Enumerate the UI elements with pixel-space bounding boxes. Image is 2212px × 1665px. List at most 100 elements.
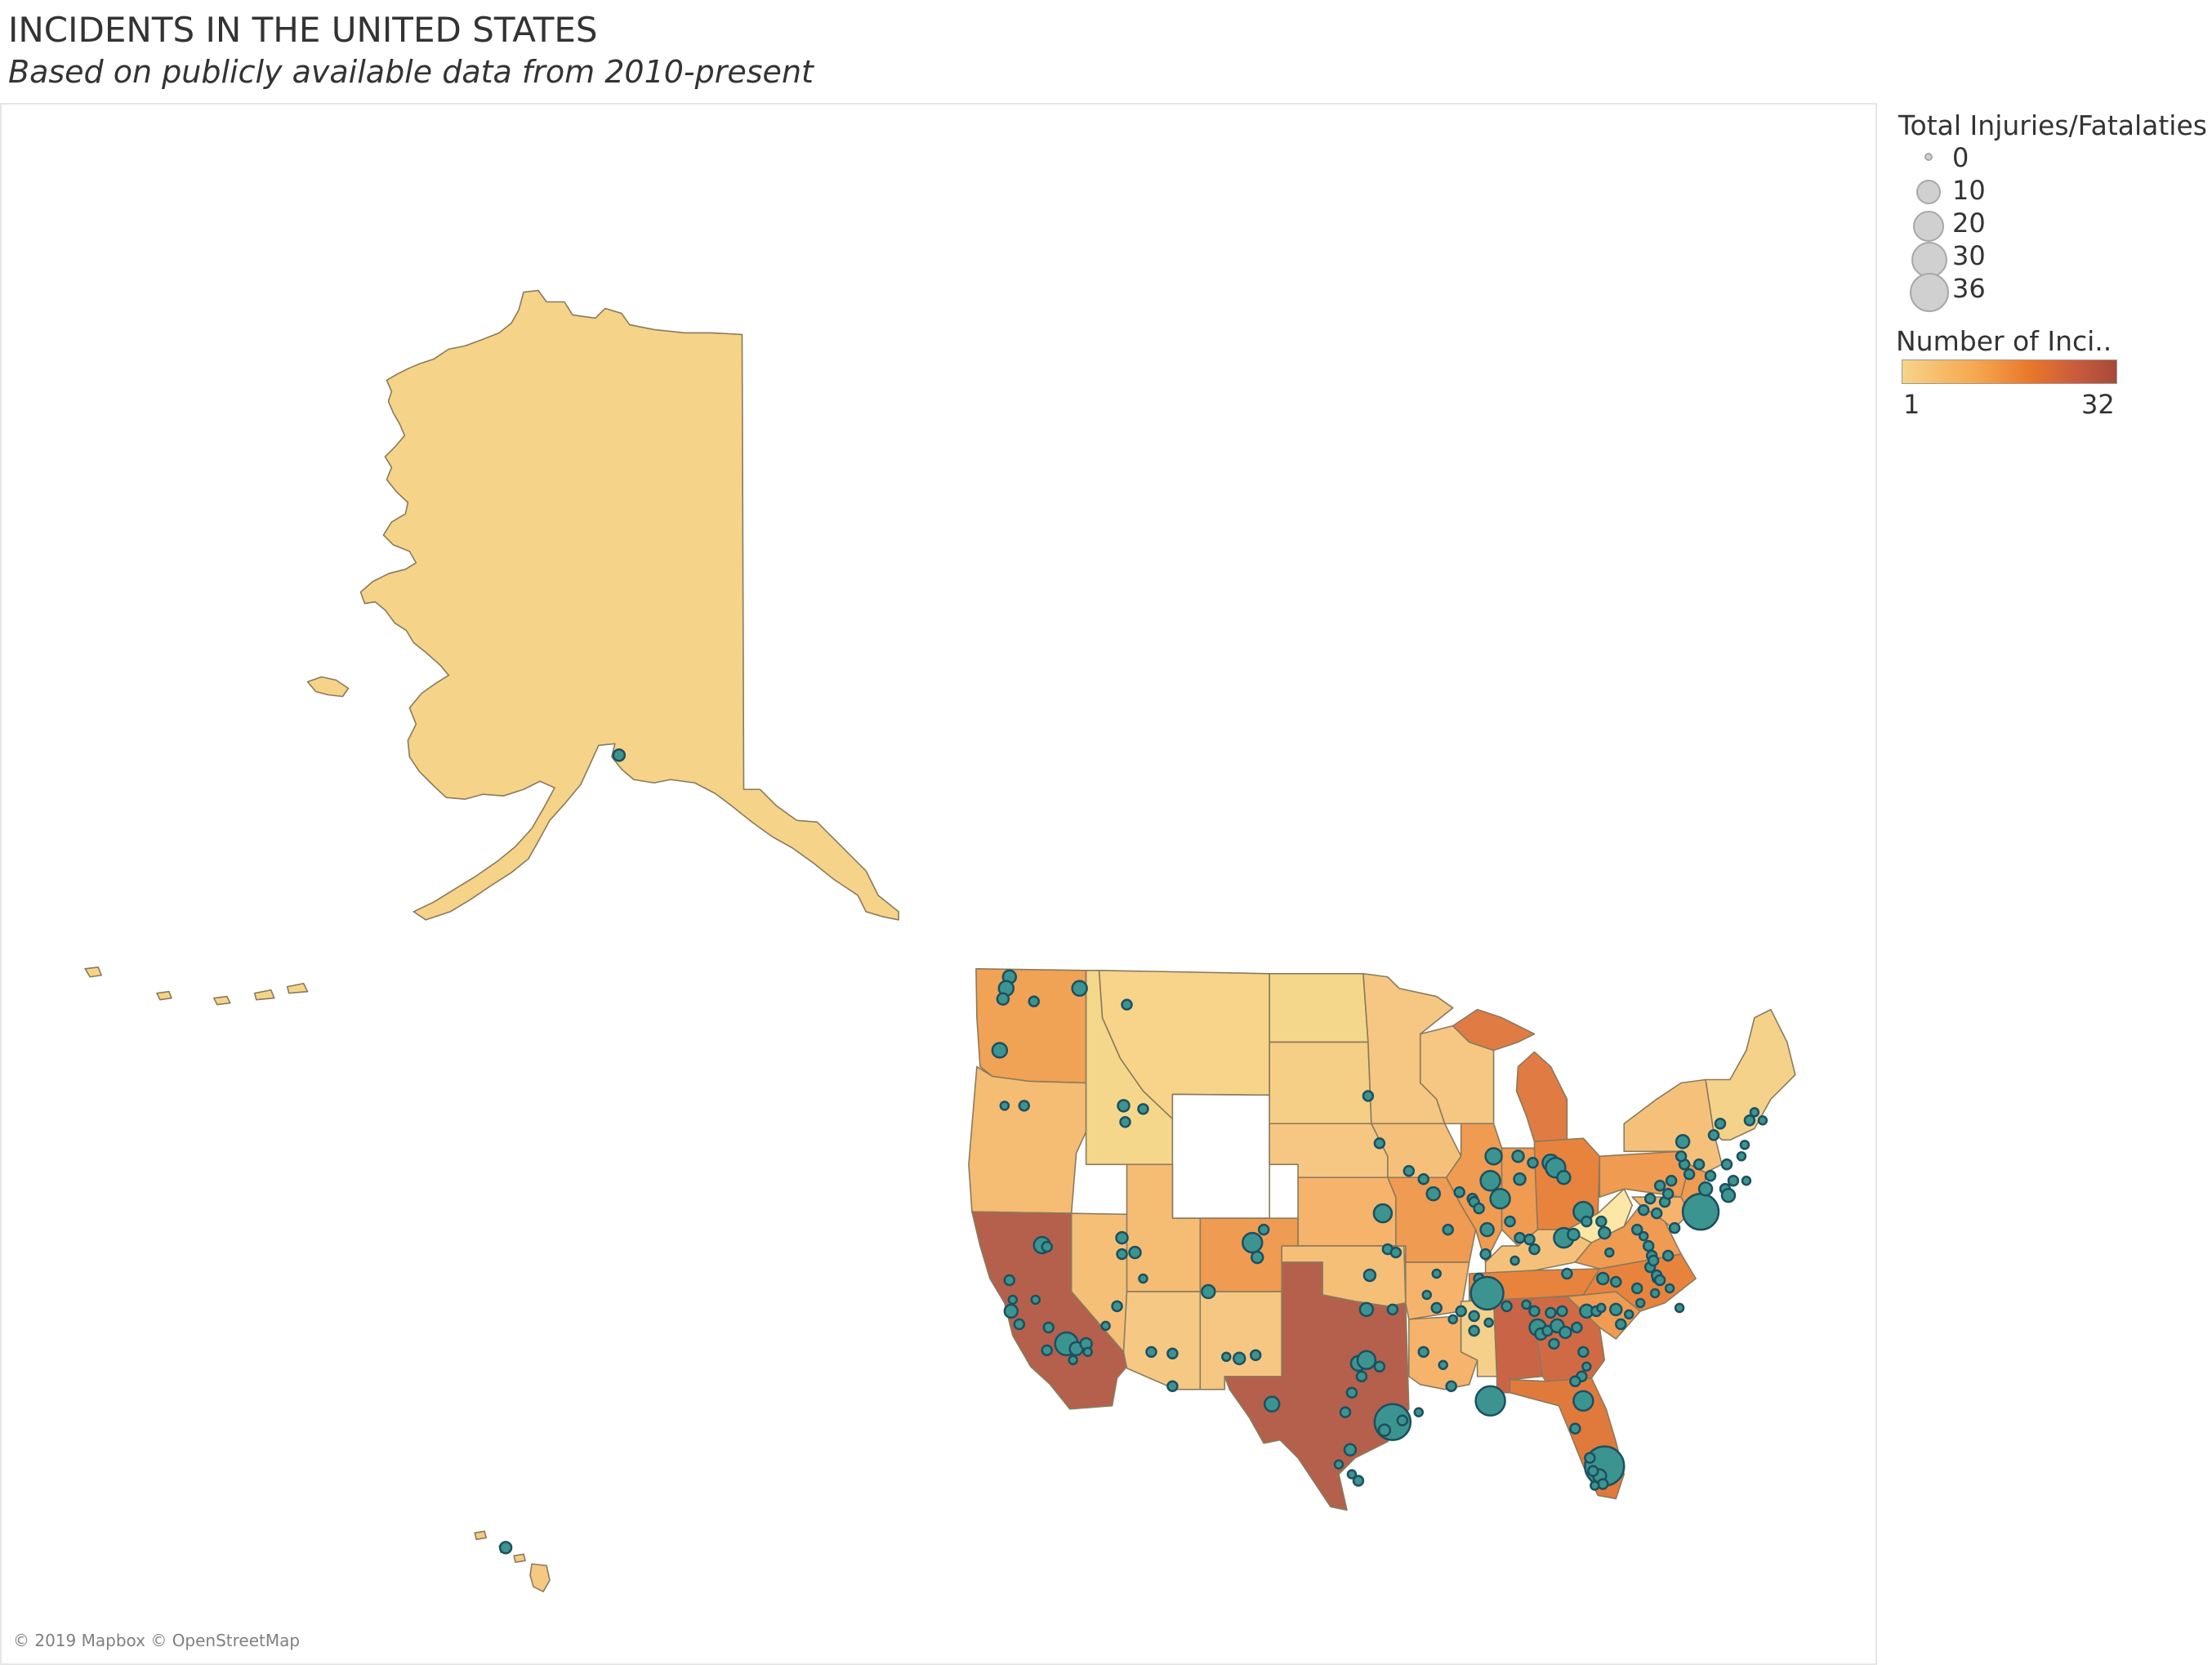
incident-marker[interactable] <box>1373 1137 1386 1149</box>
incident-marker[interactable] <box>1610 1275 1622 1288</box>
state-nebraska[interactable] <box>1269 1123 1389 1179</box>
incident-marker[interactable] <box>1042 1321 1055 1334</box>
incident-marker[interactable] <box>1637 1203 1650 1216</box>
incident-marker[interactable] <box>1128 1245 1142 1260</box>
incident-marker[interactable] <box>1442 1223 1454 1236</box>
incident-marker[interactable] <box>1513 1172 1527 1186</box>
state-arkansas[interactable] <box>1405 1261 1470 1320</box>
incident-marker[interactable] <box>1720 1158 1733 1171</box>
incident-marker[interactable] <box>1545 1306 1557 1319</box>
incident-marker[interactable] <box>1661 1187 1675 1200</box>
incident-marker[interactable] <box>1030 1294 1041 1306</box>
incident-marker[interactable] <box>1249 1349 1262 1362</box>
incident-marker[interactable] <box>1346 1469 1358 1480</box>
incident-marker[interactable] <box>1115 1230 1129 1245</box>
incident-marker[interactable] <box>1647 1254 1660 1267</box>
incident-marker[interactable] <box>1704 1170 1717 1182</box>
incident-marker[interactable] <box>1221 1351 1232 1363</box>
incident-marker[interactable] <box>1604 1247 1615 1258</box>
incident-marker[interactable] <box>1739 1140 1750 1150</box>
incident-marker[interactable] <box>1232 1351 1246 1366</box>
state-washington[interactable] <box>975 967 1087 1084</box>
incident-marker[interactable] <box>1527 1157 1539 1169</box>
incident-marker[interactable] <box>1479 1221 1495 1238</box>
incident-marker[interactable] <box>1455 1305 1467 1318</box>
incident-marker[interactable] <box>1431 1268 1442 1279</box>
incident-marker[interactable] <box>1041 1344 1053 1357</box>
incident-marker[interactable] <box>1572 1390 1594 1412</box>
state-north-dakota[interactable] <box>1269 972 1369 1043</box>
incident-marker[interactable] <box>1581 1215 1593 1228</box>
incident-marker[interactable] <box>1372 1203 1394 1224</box>
state-hawaii[interactable] <box>474 1530 551 1592</box>
incident-marker[interactable] <box>1417 1346 1429 1359</box>
incident-marker[interactable] <box>1501 1300 1513 1313</box>
incident-marker[interactable] <box>1356 1350 1377 1371</box>
incident-marker[interactable] <box>999 1100 1010 1111</box>
incident-marker[interactable] <box>1468 1324 1480 1337</box>
incident-marker[interactable] <box>1714 1118 1727 1130</box>
incident-marker[interactable] <box>1757 1115 1768 1126</box>
incident-marker[interactable] <box>1675 1150 1688 1163</box>
incident-marker[interactable] <box>1548 1337 1560 1350</box>
incident-marker[interactable] <box>1018 1100 1031 1112</box>
incident-marker[interactable] <box>1596 1271 1610 1286</box>
incident-marker[interactable] <box>1720 1187 1737 1203</box>
incident-marker[interactable] <box>1615 1318 1627 1331</box>
incident-marker[interactable] <box>1571 1321 1583 1334</box>
incident-marker[interactable] <box>1634 1297 1646 1309</box>
incident-marker[interactable] <box>1650 1207 1663 1220</box>
incident-marker[interactable] <box>1736 1151 1747 1162</box>
incident-marker[interactable] <box>1447 1314 1458 1325</box>
incident-marker[interactable] <box>1166 1347 1179 1360</box>
incident-marker[interactable] <box>1445 1380 1457 1392</box>
state-north-carolina[interactable] <box>1566 1253 1697 1312</box>
incident-marker[interactable] <box>1661 1249 1675 1262</box>
incident-marker[interactable] <box>1201 1283 1216 1300</box>
incident-marker[interactable] <box>1453 1185 1465 1199</box>
incident-marker[interactable] <box>1590 1480 1600 1491</box>
incident-marker[interactable] <box>1556 1170 1572 1185</box>
incident-marker[interactable] <box>1333 1459 1345 1470</box>
incident-marker[interactable] <box>1649 1288 1661 1299</box>
state-alaska[interactable] <box>359 289 899 921</box>
incident-marker[interactable] <box>1003 1303 1019 1319</box>
incident-marker[interactable] <box>498 1541 513 1555</box>
incident-marker[interactable] <box>1355 1370 1368 1382</box>
incident-marker[interactable] <box>1396 1414 1409 1426</box>
incident-marker[interactable] <box>1413 1407 1425 1417</box>
incident-marker[interactable] <box>1352 1475 1365 1487</box>
incident-marker[interactable] <box>1727 1175 1740 1187</box>
incident-marker[interactable] <box>1569 1422 1581 1435</box>
incident-marker[interactable] <box>1567 1227 1581 1242</box>
incident-marker[interactable] <box>1630 1282 1643 1295</box>
incident-marker[interactable] <box>1386 1303 1399 1316</box>
incident-marker[interactable] <box>1389 1246 1403 1259</box>
incident-marker[interactable] <box>1483 1317 1494 1328</box>
incident-marker[interactable] <box>1528 1243 1541 1256</box>
incident-marker[interactable] <box>1438 1359 1448 1371</box>
incident-marker[interactable] <box>1377 1423 1392 1437</box>
incident-marker[interactable] <box>1668 1221 1681 1234</box>
incident-marker[interactable] <box>1241 1231 1264 1254</box>
incident-marker[interactable] <box>991 1042 1009 1059</box>
incident-marker[interactable] <box>1581 1361 1592 1372</box>
incident-marker[interactable] <box>1681 1192 1720 1231</box>
incident-marker[interactable] <box>1474 1385 1506 1417</box>
incident-marker[interactable] <box>1528 1305 1541 1318</box>
incident-marker[interactable] <box>1430 1301 1443 1315</box>
incident-marker[interactable] <box>1642 1239 1655 1252</box>
incident-marker[interactable] <box>1028 995 1040 1007</box>
incident-marker[interactable] <box>1595 1215 1608 1228</box>
incident-marker[interactable] <box>1479 1170 1501 1192</box>
incident-marker[interactable] <box>1421 1289 1432 1301</box>
incident-marker[interactable] <box>1041 1240 1053 1253</box>
incident-marker[interactable] <box>1345 1386 1358 1399</box>
incident-marker[interactable] <box>1596 1302 1607 1314</box>
incident-marker[interactable] <box>1117 1099 1131 1113</box>
incident-marker[interactable] <box>1257 1223 1270 1236</box>
incident-marker[interactable] <box>1630 1223 1643 1236</box>
incident-marker[interactable] <box>1119 1116 1131 1128</box>
incident-marker[interactable] <box>1653 1274 1666 1287</box>
incident-marker[interactable] <box>1082 1346 1093 1358</box>
